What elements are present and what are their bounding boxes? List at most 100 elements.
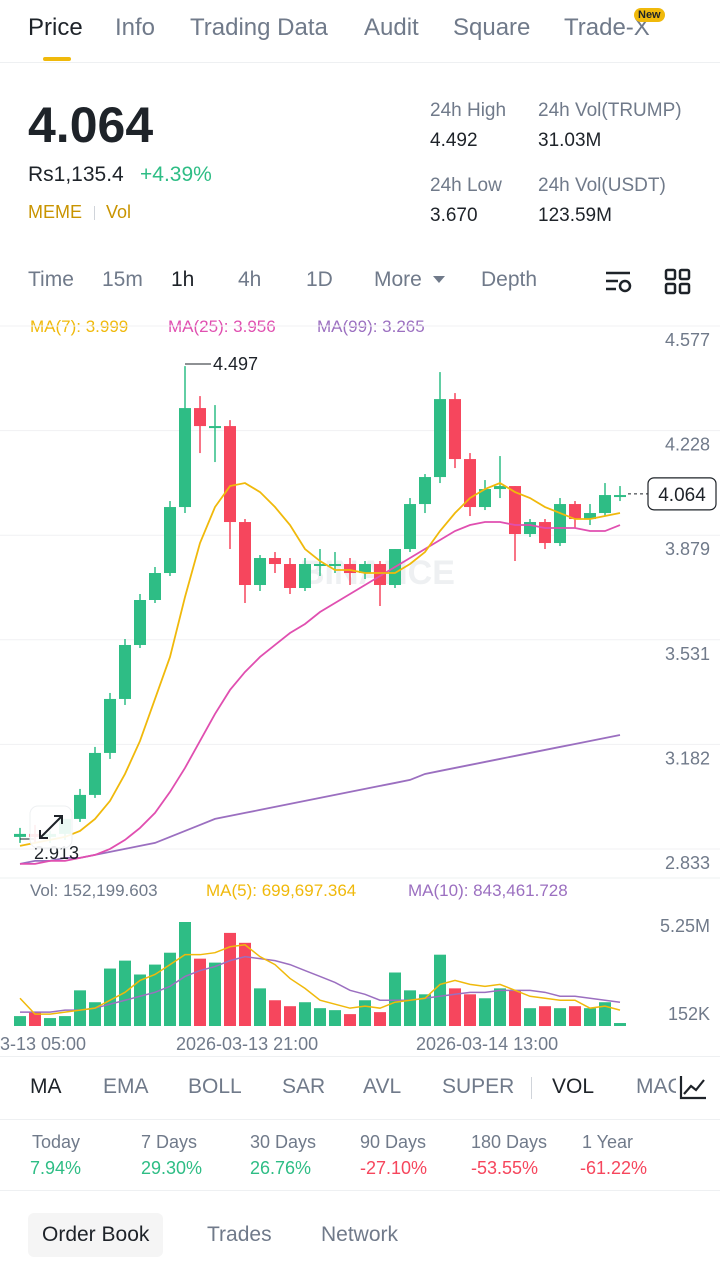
- tag-meme[interactable]: MEME: [28, 202, 82, 222]
- last-price-label: 4.064: [658, 485, 706, 506]
- y-tick-label: 4.228: [665, 435, 710, 455]
- interval-1h[interactable]: 1h: [171, 268, 195, 291]
- candle: [419, 474, 431, 514]
- candle: [314, 549, 326, 577]
- volume-bar: [509, 990, 521, 1026]
- high-marker-label: 4.497: [213, 354, 258, 374]
- interval-more-label: More: [374, 268, 422, 291]
- indicator-super[interactable]: SUPER: [442, 1075, 515, 1098]
- vol-ma10-legend: MA(10): 843,461.728: [408, 881, 568, 900]
- indicator-sar[interactable]: SAR: [282, 1075, 326, 1098]
- volume-bar: [59, 1016, 71, 1026]
- grid-layout-icon[interactable]: [664, 268, 692, 296]
- candle: [614, 486, 626, 502]
- volume-bar: [149, 964, 161, 1026]
- candle: [194, 396, 206, 454]
- interval-15m[interactable]: 15m: [102, 268, 143, 291]
- tab-trading-data[interactable]: Trading Data: [190, 14, 328, 41]
- perf-today-label: Today: [32, 1132, 81, 1152]
- candle: [254, 555, 266, 592]
- tab-square[interactable]: Square: [453, 14, 531, 41]
- interval-1d[interactable]: 1D: [306, 268, 333, 291]
- vol-ma5-legend: MA(5): 699,697.364: [206, 881, 356, 900]
- volume-bar: [329, 1010, 341, 1026]
- volume-bar: [209, 962, 221, 1026]
- interval-more[interactable]: More: [374, 268, 446, 292]
- volume-bar: [404, 990, 416, 1026]
- candle-body: [104, 698, 116, 753]
- x-tick-label: 3-13 05:00: [0, 1034, 86, 1054]
- volume-bar: [374, 1012, 386, 1026]
- candle-body: [554, 504, 566, 544]
- candle-body: [239, 522, 251, 586]
- volume-bar: [164, 952, 176, 1026]
- candle: [209, 405, 221, 463]
- candle-body: [464, 459, 476, 508]
- ma99-line: [19, 734, 621, 865]
- new-badge: New: [634, 8, 665, 22]
- perf-90d-label: 90 Days: [360, 1132, 427, 1152]
- chart-settings-icon[interactable]: [604, 268, 634, 296]
- price-chart[interactable]: BINANCE 4.577 4.228 3.879 3.531 3.182 2.…: [0, 300, 720, 1056]
- candle-body: [344, 564, 356, 574]
- candle-body: [254, 558, 266, 586]
- perf-30d-value: 26.76%: [250, 1158, 312, 1178]
- volume-bar: [614, 1023, 626, 1026]
- candle-body: [284, 564, 296, 589]
- indicator-ma[interactable]: MA: [30, 1075, 62, 1098]
- candle: [539, 519, 551, 550]
- fiat-price: Rs1,135.4: [28, 163, 124, 186]
- indicator-ema[interactable]: EMA: [103, 1075, 149, 1098]
- tab-order-book[interactable]: Order Book: [28, 1213, 164, 1257]
- candle: [149, 567, 161, 603]
- y-tick-label: 2.833: [665, 853, 710, 873]
- tag-vol[interactable]: Vol: [106, 202, 132, 222]
- candle-body: [479, 489, 491, 508]
- volume-bar: [314, 1008, 326, 1026]
- interval-depth[interactable]: Depth: [481, 268, 538, 291]
- candle: [359, 561, 371, 580]
- tab-info[interactable]: Info: [115, 14, 156, 41]
- candle-body: [374, 564, 386, 586]
- interval-time[interactable]: Time: [28, 268, 74, 291]
- tab-audit[interactable]: Audit: [364, 14, 419, 41]
- volume-ma-lines: [19, 943, 621, 1015]
- indicator-avl[interactable]: AVL: [363, 1075, 402, 1098]
- tab-network[interactable]: Network: [321, 1223, 399, 1246]
- candle-body: [224, 426, 236, 523]
- volume-bar: [539, 1006, 551, 1026]
- vol-tick-label: 152K: [668, 1004, 710, 1024]
- indicator-chart-icon[interactable]: [678, 1073, 708, 1101]
- candle: [344, 558, 356, 586]
- candle-body: [134, 600, 146, 645]
- indicator-macd[interactable]: MACD: [636, 1075, 676, 1098]
- volume-bar: [389, 972, 401, 1026]
- volume-bar: [479, 998, 491, 1026]
- x-tick-label: 2026-03-14 13:00: [416, 1034, 558, 1054]
- candle-body: [149, 573, 161, 601]
- interval-4h[interactable]: 4h: [238, 268, 262, 291]
- indicator-boll[interactable]: BOLL: [188, 1075, 242, 1098]
- volume-bar: [269, 1000, 281, 1026]
- tab-price[interactable]: Price: [28, 14, 83, 41]
- ma25-line: [20, 521, 621, 865]
- candle-body: [359, 564, 371, 574]
- y-axis: 4.577 4.228 3.879 3.531 3.182 2.833: [665, 330, 710, 873]
- caret-down-icon: [432, 276, 445, 284]
- candle-body: [164, 507, 176, 574]
- candle: [584, 504, 596, 526]
- volume-bar: [74, 990, 86, 1026]
- high-label: 24h High: [430, 100, 507, 121]
- low-value: 3.670: [430, 205, 478, 226]
- volume-bar: [44, 1018, 56, 1026]
- expand-button[interactable]: [29, 805, 73, 849]
- candle-body: [434, 399, 446, 478]
- candle: [74, 788, 86, 822]
- vol-ma10-M-line: [20, 955, 621, 1013]
- candle-body: [449, 399, 461, 460]
- candle: [374, 561, 386, 606]
- expand-icon: [39, 815, 63, 839]
- volume-bar: [299, 1002, 311, 1026]
- tab-trades[interactable]: Trades: [207, 1223, 272, 1246]
- indicator-vol[interactable]: VOL: [552, 1075, 595, 1098]
